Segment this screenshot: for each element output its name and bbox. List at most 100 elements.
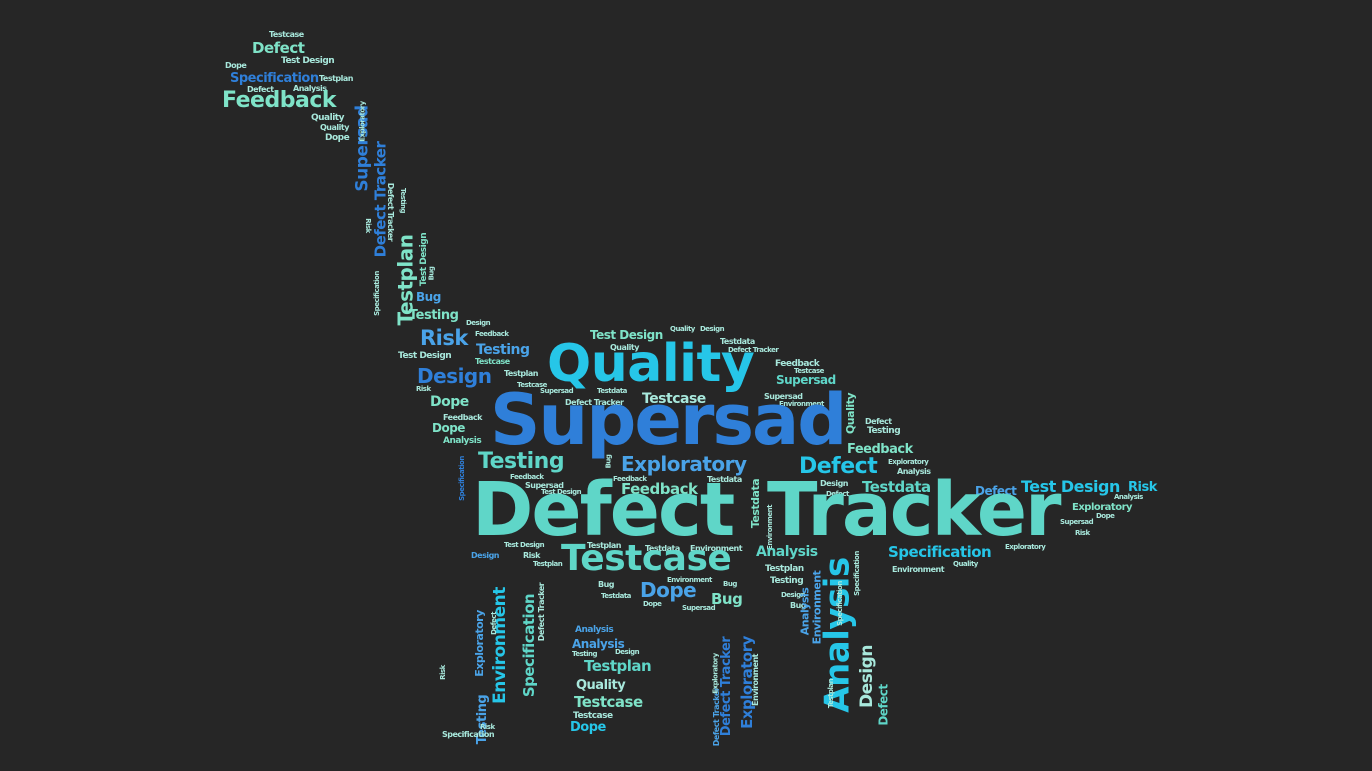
word-cloud-word: Defect bbox=[876, 684, 891, 726]
word-cloud-word: Testing bbox=[478, 449, 565, 474]
word-cloud-word: Environment bbox=[690, 544, 743, 553]
word-cloud-word: Dope bbox=[1096, 512, 1115, 520]
word-cloud-word: Testplan bbox=[319, 74, 353, 83]
word-cloud-word: Testdata bbox=[720, 337, 755, 346]
word-cloud-word: Testdata bbox=[645, 544, 680, 553]
word-cloud-word: Analysis bbox=[897, 467, 931, 476]
word-cloud-word: Supersad bbox=[764, 392, 803, 401]
word-cloud-word: Testing bbox=[476, 342, 530, 358]
word-cloud-word: Testdata bbox=[862, 478, 931, 496]
word-cloud-word: Test Design bbox=[541, 488, 582, 496]
word-cloud-word: Feedback bbox=[475, 330, 509, 338]
word-cloud-word: Specification bbox=[520, 593, 539, 698]
word-cloud-word: Feedback bbox=[621, 480, 698, 498]
word-cloud-word: Specification bbox=[888, 543, 992, 561]
word-cloud-word: Defect Tracker bbox=[728, 346, 779, 354]
word-cloud-word: Quality bbox=[610, 343, 639, 352]
word-cloud-word: Testplan bbox=[584, 657, 652, 675]
word-cloud-word: Quality bbox=[670, 325, 695, 333]
word-cloud-word: Test Design bbox=[504, 541, 545, 549]
word-cloud-word: Defect Tracker bbox=[537, 582, 547, 642]
word-cloud-word: Dope bbox=[570, 720, 606, 735]
word-cloud-word: Specification bbox=[230, 71, 319, 86]
word-cloud-word: Exploratory bbox=[711, 653, 720, 694]
word-cloud-word: Feedback bbox=[222, 88, 337, 113]
word-cloud-word: Supersad bbox=[540, 387, 574, 395]
word-cloud-word: Analysis bbox=[798, 587, 812, 636]
word-cloud-word: Bug bbox=[598, 580, 615, 589]
word-cloud-word: Testing bbox=[409, 308, 459, 323]
word-cloud-word: Bug bbox=[723, 580, 737, 588]
word-cloud-word: Bug bbox=[416, 290, 441, 304]
word-cloud-word: Design bbox=[856, 645, 877, 708]
word-cloud-word: Supersad bbox=[776, 373, 836, 387]
word-cloud-word: Specification bbox=[835, 581, 844, 626]
word-cloud-word: Quality bbox=[547, 334, 755, 394]
word-cloud-word: Bug bbox=[790, 601, 807, 610]
word-cloud-word: Testcase bbox=[517, 381, 547, 389]
word-cloud-word: Risk bbox=[416, 385, 431, 393]
word-cloud-word: Testing bbox=[399, 188, 407, 213]
word-cloud-word: Defect Tracker bbox=[719, 636, 735, 737]
word-cloud-word: Risk bbox=[523, 551, 540, 560]
word-cloud-word: Testcase bbox=[574, 693, 643, 711]
word-cloud-word: Analysis bbox=[575, 625, 614, 635]
word-cloud-word: Feedback bbox=[613, 475, 647, 483]
word-cloud-word: Defect bbox=[472, 467, 735, 553]
word-cloud-word: Environment bbox=[489, 587, 510, 704]
word-cloud-word: Dope bbox=[640, 578, 697, 602]
word-cloud-word: Defect bbox=[975, 484, 1017, 498]
word-cloud-word: Defect bbox=[489, 612, 498, 635]
word-cloud-word: Supersad bbox=[682, 604, 716, 612]
word-cloud-word: Testcase bbox=[794, 367, 824, 375]
word-cloud-word: Test Design bbox=[281, 56, 335, 66]
word-cloud-word: Exploratory bbox=[1072, 502, 1133, 513]
word-cloud-word: Defect bbox=[826, 490, 849, 498]
word-cloud-word: Risk bbox=[480, 723, 495, 731]
word-cloud-word: Feedback bbox=[847, 442, 913, 457]
word-cloud-word: Design bbox=[700, 325, 725, 333]
word-cloud-word: Feedback bbox=[775, 359, 820, 369]
word-cloud-word: Environment bbox=[751, 653, 761, 707]
word-cloud-word: Exploratory bbox=[358, 101, 367, 142]
word-cloud-word: Bug bbox=[427, 266, 436, 281]
word-cloud-word: Defect bbox=[799, 454, 878, 479]
word-cloud-word: Design bbox=[781, 591, 806, 599]
word-cloud-word: Design bbox=[471, 551, 500, 560]
word-cloud-word: Testplan bbox=[533, 560, 563, 568]
word-cloud-word: Feedback bbox=[510, 473, 544, 481]
word-cloud-word: Supersad bbox=[1060, 518, 1094, 526]
word-cloud-word: Testdata bbox=[597, 387, 627, 395]
word-cloud-word: Environment bbox=[667, 576, 712, 584]
word-cloud-word: Supersad bbox=[490, 379, 847, 461]
word-cloud-word: Risk bbox=[1128, 480, 1157, 495]
word-cloud-word: Analysis bbox=[443, 436, 482, 446]
word-cloud-word: Testdata bbox=[601, 592, 631, 600]
word-cloud-word: Supersad bbox=[525, 481, 564, 490]
word-cloud-word: Design bbox=[417, 364, 492, 388]
word-cloud-word: Specification bbox=[372, 271, 381, 316]
word-cloud-word: Testplan bbox=[587, 541, 621, 550]
word-cloud-word: Specification bbox=[457, 456, 466, 501]
word-cloud-word: Test Design bbox=[398, 351, 452, 361]
word-cloud-word: Dope bbox=[432, 421, 465, 435]
word-cloud-word: Test Design bbox=[1021, 477, 1120, 496]
word-cloud-word: Testcase bbox=[561, 538, 732, 579]
word-cloud-word: Risk bbox=[438, 665, 447, 680]
word-cloud-word: Testing bbox=[867, 426, 901, 436]
word-cloud-word: Testcase bbox=[642, 391, 706, 407]
word-cloud-word: Analysis bbox=[572, 637, 625, 651]
word-cloud-word: Quality bbox=[576, 678, 626, 693]
word-cloud-word: Feedback bbox=[443, 413, 482, 422]
word-cloud-word: Testcase bbox=[269, 30, 304, 39]
word-cloud-word: Testplan bbox=[504, 369, 538, 378]
word-cloud-word: Defect bbox=[865, 417, 892, 426]
word-cloud-word: Quality bbox=[953, 560, 978, 568]
word-cloud-word: Testcase bbox=[475, 357, 510, 366]
word-cloud-word: Testcase bbox=[573, 711, 613, 721]
word-cloud-word: Dope bbox=[430, 394, 469, 410]
word-cloud-word: Specification bbox=[442, 730, 495, 739]
word-cloud-word: Analysis bbox=[756, 544, 818, 560]
word-cloud-word: Quality bbox=[311, 113, 344, 123]
